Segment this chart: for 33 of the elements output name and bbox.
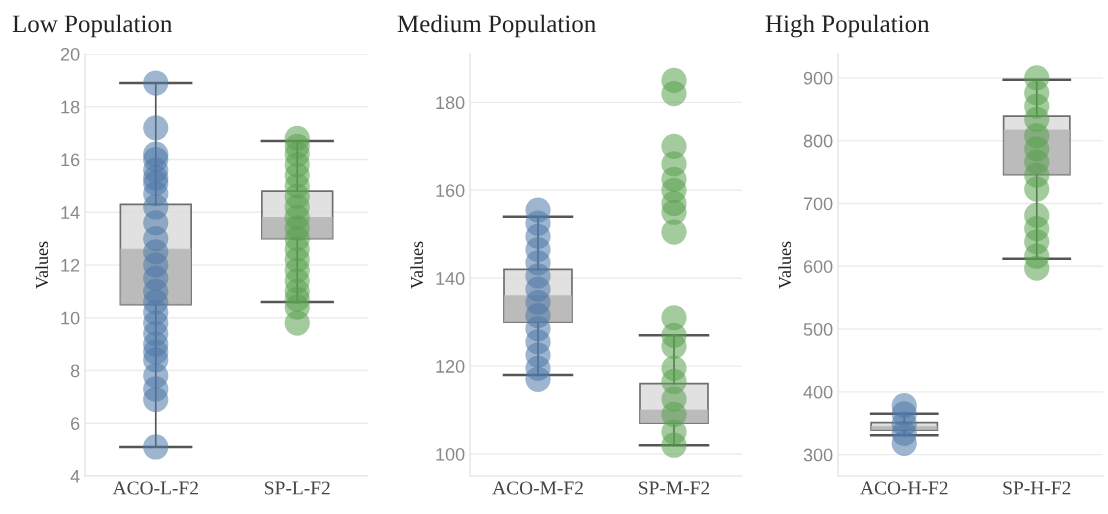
- x-tick-label: SP-M-F2: [639, 481, 710, 495]
- y-tick-label: 900: [803, 71, 833, 85]
- x-tick-label: SP-H-F2: [1003, 481, 1071, 495]
- y-tick-label: 600: [803, 260, 833, 273]
- y-tick-label: 6: [71, 417, 80, 430]
- y-tick-label: 18: [61, 100, 80, 114]
- y-tick-label: 500: [803, 322, 833, 336]
- y-axis-title: Values: [35, 241, 49, 289]
- chart-title: Low Population: [12, 14, 173, 38]
- y-tick-label: 14: [61, 206, 80, 219]
- y-tick-label: 120: [436, 360, 465, 373]
- y-axis-title: Values: [410, 241, 424, 289]
- y-tick-label: 400: [803, 385, 833, 399]
- x-tick-label: ACO-L-F2: [112, 481, 198, 495]
- y-tick-label: 160: [436, 184, 465, 197]
- y-axis-title: Values: [778, 241, 792, 289]
- y-tick-label: 140: [436, 272, 465, 285]
- y-tick-label: 800: [803, 134, 833, 148]
- chart-title: Medium Population: [397, 14, 596, 38]
- y-tick-label: 12: [61, 258, 80, 272]
- y-tick-label: 700: [803, 197, 833, 211]
- y-tick-label: 20: [60, 47, 80, 61]
- y-tick-label: 300: [803, 448, 833, 462]
- chart-title: High Population: [765, 14, 930, 38]
- y-tick-label: 180: [436, 96, 465, 110]
- y-tick-label: 8: [70, 364, 80, 378]
- y-tick-label: 16: [61, 153, 80, 167]
- y-tick-label: 10: [61, 311, 80, 325]
- y-tick-label: 4: [70, 470, 80, 483]
- x-tick-label: ACO-M-F2: [492, 481, 583, 495]
- x-tick-label: SP-L-F2: [265, 481, 330, 495]
- y-tick-label: 100: [436, 447, 465, 461]
- x-tick-label: ACO-H-F2: [860, 481, 948, 495]
